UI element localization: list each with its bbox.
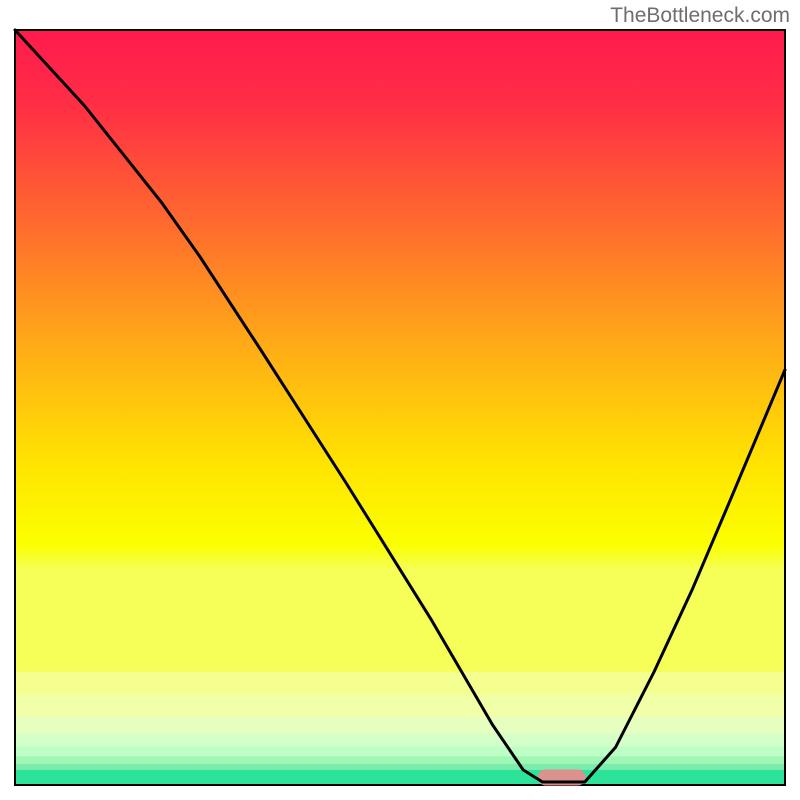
chart-container: TheBottleneck.com [0,0,800,800]
bottleneck-chart [0,0,800,800]
watermark-text: TheBottleneck.com [610,4,790,28]
